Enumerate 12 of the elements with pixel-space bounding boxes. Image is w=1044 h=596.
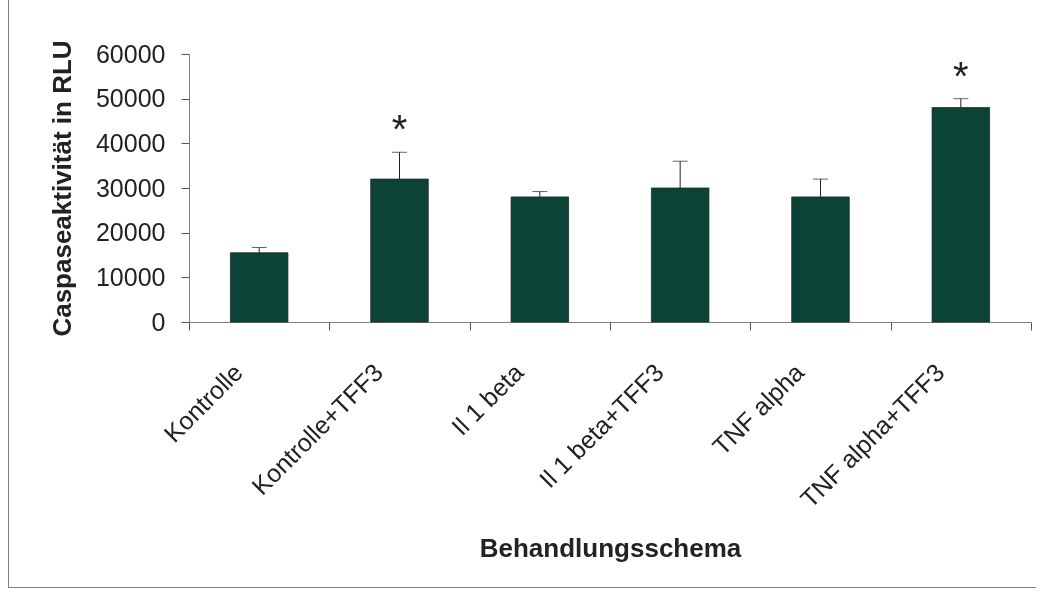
y-tick-label: 20000 xyxy=(95,218,166,247)
x-tick-label: Il 1 beta xyxy=(445,357,529,441)
x-axis-title: Behandlungsschema xyxy=(479,532,742,563)
y-tick-label: 50000 xyxy=(95,84,166,113)
y-axis-title: Caspaseaktivität in RLU xyxy=(46,40,77,337)
y-tick-label: 10000 xyxy=(95,262,166,291)
annotation: * xyxy=(953,53,969,98)
y-tick-label: 40000 xyxy=(95,128,166,157)
y-tick-label: 0 xyxy=(151,307,166,336)
y-tick-label: 30000 xyxy=(95,173,166,202)
y-tick-label: 60000 xyxy=(95,39,166,68)
annotation: * xyxy=(391,107,408,152)
